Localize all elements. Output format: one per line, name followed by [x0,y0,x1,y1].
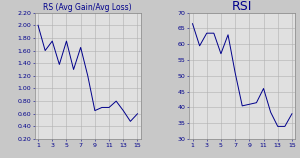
Title: RSI: RSI [232,0,252,13]
Title: RS (Avg Gain/Avg Loss): RS (Avg Gain/Avg Loss) [44,3,132,12]
